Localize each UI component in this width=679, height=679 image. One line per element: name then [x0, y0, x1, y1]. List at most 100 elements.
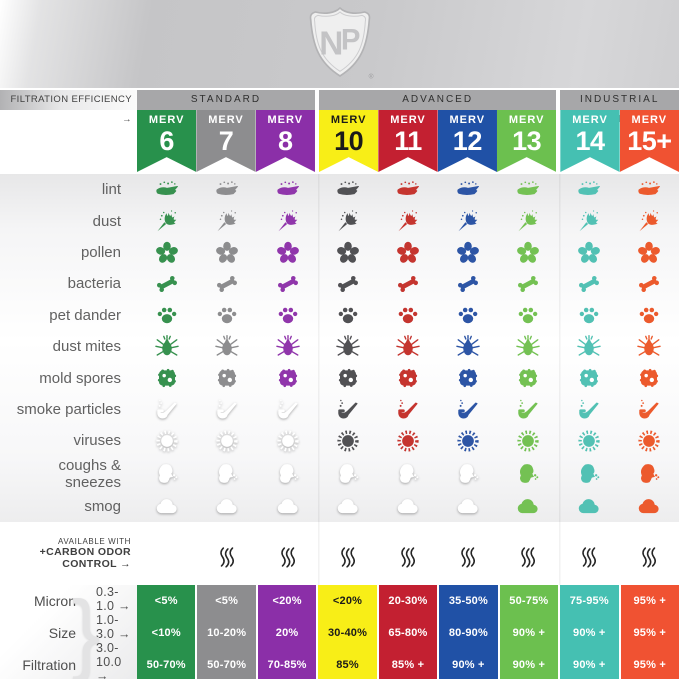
mite-icon: [257, 331, 317, 362]
steam-icon: [559, 522, 619, 585]
steam-icon: [378, 522, 438, 585]
pollen-icon: [378, 237, 438, 268]
paw-icon: [137, 300, 197, 331]
efficiency-table-legend: Micron Size Filtration } 0.3-1.0 → 1.0-3…: [0, 582, 137, 679]
pollen-icon: [559, 237, 619, 268]
filtration-label: Filtration: [22, 657, 76, 673]
row-label-dust: dust: [92, 212, 121, 230]
merv-word: MERV: [572, 114, 608, 126]
row-label-lint: lint: [101, 181, 121, 199]
smog-icon: [197, 491, 257, 522]
lint-icon: [619, 174, 679, 205]
mold-icon: [137, 362, 197, 393]
table-row: lint: [0, 174, 679, 205]
logo-letter-p: P: [340, 23, 360, 56]
table-row: pollen: [0, 237, 679, 268]
paw-icon: [619, 300, 679, 331]
registered-mark: ®: [368, 73, 373, 81]
efficiency-table: Micron Size Filtration } 0.3-1.0 → 1.0-3…: [0, 582, 679, 679]
mold-icon: [619, 362, 679, 393]
lint-icon: [257, 174, 317, 205]
carbon-cells: [137, 522, 679, 585]
sneeze-icon: [197, 457, 257, 491]
group-band: STANDARD: [137, 90, 315, 110]
sneeze-icon: [438, 457, 498, 491]
virus-icon: [257, 425, 317, 456]
mold-icon: [559, 362, 619, 393]
dust-icon: [257, 205, 317, 236]
mold-icon: [318, 362, 378, 393]
bacteria-icon: [619, 268, 679, 299]
efficiency-value: 30-40%: [327, 627, 368, 639]
size-label: Size: [48, 625, 76, 641]
efficiency-value: <20%: [272, 595, 302, 607]
merv-header: FILTRATION EFFICIENCY → STANDARD MERV 6 MER…: [0, 90, 679, 174]
virus-icon: [197, 425, 257, 456]
empty-cell: [137, 522, 197, 585]
merv-word: MERV: [508, 114, 545, 126]
pollen-icon: [197, 237, 257, 268]
dust-icon: [559, 205, 619, 236]
efficiency-value: <10%: [151, 627, 181, 639]
bacteria-icon: [378, 268, 438, 299]
merv-number: 10: [334, 126, 364, 156]
carbon-odor-row: AVAILABLE WITH +CARBON ODOR CONTROL →: [0, 522, 679, 585]
dust-icon: [438, 205, 498, 236]
efficiency-value: 20%: [275, 627, 299, 639]
group-band: INDUSTRIAL STRENGTH: [560, 90, 679, 125]
smog-icon: [559, 491, 619, 522]
merv-banner-15+: MERV 15+: [619, 110, 679, 172]
merv-groups: STANDARD MERV 6 MERV 7 MERV 8 ADVANCED MERV 10 MER…: [137, 90, 679, 172]
row-label-sneeze: coughs & sneezes: [58, 456, 121, 491]
logo-letter-n: N: [319, 26, 343, 63]
lint-icon: [378, 174, 438, 205]
filter-group-advanced: ADVANCED MERV 10 MERV 11 MERV 12 MERV 13: [319, 90, 557, 172]
steam-icon: [619, 522, 679, 585]
merv-number: 13: [512, 126, 542, 156]
efficiency-value: 90% +: [573, 659, 606, 671]
sneeze-icon: [318, 457, 378, 491]
smog-icon: [438, 491, 498, 522]
table-row: viruses: [0, 425, 679, 456]
sneeze-icon: [137, 457, 197, 491]
dust-icon: [318, 205, 378, 236]
row-label-paw: pet dander: [49, 306, 121, 324]
efficiency-column-merv-6: <5% <10% 50-70%: [137, 585, 196, 679]
pollen-icon: [498, 237, 558, 268]
pipe-icon: [559, 394, 619, 425]
pipe-icon: [378, 394, 438, 425]
pipe-icon: [438, 394, 498, 425]
smog-icon: [378, 491, 438, 522]
merv-banner-12: MERV 12: [437, 110, 497, 172]
smog-icon: [257, 491, 317, 522]
efficiency-value: 50-75%: [509, 595, 549, 607]
steam-icon: [197, 522, 257, 585]
efficiency-value: 90% +: [573, 627, 606, 639]
dust-icon: [378, 205, 438, 236]
efficiency-value: 90% +: [512, 659, 546, 671]
dust-icon: [197, 205, 257, 236]
merv-word: MERV: [148, 114, 185, 126]
merv-banner-10: MERV 10: [319, 110, 379, 172]
table-row: pet dander: [0, 300, 679, 331]
table-row: smoke particles: [0, 394, 679, 425]
pipe-icon: [619, 394, 679, 425]
merv-banner-14: MERV 14: [560, 110, 620, 172]
paw-icon: [197, 300, 257, 331]
sneeze-icon: [257, 457, 317, 491]
steam-icon: [438, 522, 498, 585]
efficiency-columns: <5% <10% 50-70% <5% 10-20% 50-70% <20% 20% 70-85…: [137, 585, 679, 679]
dust-icon: [137, 205, 197, 236]
merv-number: 8: [278, 126, 293, 156]
table-row: dust: [0, 205, 679, 236]
merv-number: 11: [394, 126, 422, 156]
sneeze-icon: [619, 457, 679, 491]
lint-icon: [137, 174, 197, 205]
mold-icon: [438, 362, 498, 393]
efficiency-value: 95% +: [633, 659, 666, 671]
range-size: 1.0-3.0 →: [96, 613, 131, 641]
steam-icon: [257, 522, 317, 585]
filtration-efficiency-label: FILTRATION EFFICIENCY →: [0, 90, 137, 125]
efficiency-value: 50-70%: [146, 659, 186, 671]
lint-icon: [559, 174, 619, 205]
